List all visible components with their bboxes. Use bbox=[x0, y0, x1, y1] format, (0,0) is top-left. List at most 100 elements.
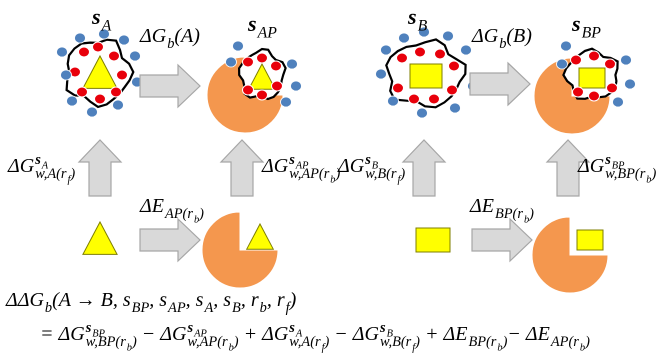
water-outside bbox=[620, 54, 632, 66]
math-text: ) bbox=[502, 334, 508, 350]
water-outside bbox=[398, 32, 410, 44]
math-text: ) bbox=[131, 334, 137, 350]
math-text: A bbox=[101, 18, 112, 35]
water-outside bbox=[66, 95, 78, 107]
water-inside bbox=[116, 69, 128, 81]
water-inside bbox=[270, 60, 282, 72]
math-text: BP bbox=[582, 25, 602, 42]
water-outside bbox=[460, 44, 472, 56]
math-text: AP bbox=[295, 160, 309, 171]
water-inside bbox=[392, 82, 404, 94]
water-outside bbox=[86, 106, 98, 118]
math-text: ΔG bbox=[58, 323, 86, 345]
triangle bbox=[82, 220, 118, 255]
square bbox=[576, 229, 604, 251]
math-text: BP(r bbox=[495, 206, 523, 222]
water-inside bbox=[434, 48, 446, 60]
math-text: − bbox=[507, 323, 526, 345]
math-text: B bbox=[372, 160, 379, 171]
math-text: s bbox=[288, 320, 295, 336]
math-text: s bbox=[123, 289, 131, 311]
math-text: b bbox=[580, 342, 585, 353]
math-text: b bbox=[499, 36, 506, 52]
water-inside bbox=[242, 84, 254, 96]
arrow bbox=[545, 139, 591, 197]
math-text: A bbox=[295, 328, 303, 339]
math-text: ΔG bbox=[337, 155, 365, 177]
math-text: w,B(r bbox=[380, 334, 412, 350]
water-outside bbox=[560, 40, 572, 52]
water-inside bbox=[271, 80, 283, 92]
math-text: ΔE bbox=[139, 195, 164, 217]
math-text: − bbox=[329, 323, 353, 345]
arrow bbox=[139, 63, 201, 109]
math-text: ΔG bbox=[7, 155, 35, 177]
math-text: AP(r bbox=[550, 334, 579, 350]
water-inside bbox=[76, 86, 88, 98]
math-text: − bbox=[137, 323, 161, 345]
water-inside bbox=[588, 50, 600, 62]
math-text: (A → B, bbox=[52, 289, 123, 311]
math-text: b bbox=[167, 36, 174, 52]
water-outside bbox=[416, 107, 428, 119]
arrow bbox=[77, 139, 123, 197]
square bbox=[415, 227, 451, 253]
math-text: f bbox=[68, 174, 73, 185]
water-outside bbox=[118, 34, 130, 46]
math-text: B bbox=[387, 328, 394, 339]
math-text: s bbox=[196, 289, 204, 311]
water-outside bbox=[624, 78, 636, 90]
math-text: b bbox=[260, 300, 267, 316]
math-text: s bbox=[407, 4, 417, 29]
math-text: b bbox=[524, 214, 529, 225]
square bbox=[409, 63, 443, 89]
water-inside bbox=[570, 54, 582, 66]
math-text: ) bbox=[584, 334, 590, 350]
pie bbox=[201, 211, 279, 289]
water-outside bbox=[387, 95, 399, 107]
math-text: BP bbox=[92, 328, 105, 339]
math-text: , bbox=[149, 289, 159, 311]
water-outside bbox=[418, 26, 430, 38]
water-outside bbox=[290, 80, 302, 92]
math-text: s bbox=[159, 289, 167, 311]
water-outside bbox=[225, 56, 237, 68]
math-text: ΔG bbox=[471, 25, 499, 47]
water-inside bbox=[448, 60, 460, 72]
water-outside bbox=[232, 40, 244, 52]
water-inside bbox=[242, 56, 254, 68]
arrow bbox=[469, 61, 531, 107]
water-outside bbox=[280, 96, 292, 108]
math-text: b bbox=[127, 342, 132, 353]
water-inside bbox=[408, 93, 420, 105]
water-inside bbox=[94, 93, 106, 105]
water-outside bbox=[56, 46, 68, 58]
math-text: B bbox=[232, 300, 241, 316]
math-text: ) bbox=[414, 334, 420, 350]
math-text: ) bbox=[323, 334, 329, 350]
water-inside bbox=[428, 93, 440, 105]
math-text: ΔE bbox=[525, 323, 550, 345]
water-outside bbox=[74, 32, 86, 44]
math-text: A bbox=[41, 160, 49, 171]
math-text: s bbox=[223, 289, 231, 311]
water-inside bbox=[588, 90, 600, 102]
math-text: w,A(r bbox=[289, 334, 321, 350]
math-text: B bbox=[418, 18, 428, 35]
math-text: , bbox=[213, 289, 223, 311]
water-outside bbox=[442, 30, 454, 42]
math-text: , bbox=[186, 289, 196, 311]
math-text: ΔE bbox=[469, 195, 494, 217]
math-text: ΔG bbox=[261, 323, 289, 345]
pie bbox=[533, 57, 611, 135]
square bbox=[578, 67, 606, 89]
water-inside bbox=[108, 50, 120, 62]
math-text: w,BP(r bbox=[605, 166, 646, 182]
math-text: w,AP(r bbox=[289, 166, 330, 182]
math-text: AP bbox=[193, 328, 207, 339]
math-text: w,B(r bbox=[365, 166, 397, 182]
water-outside bbox=[380, 44, 392, 56]
math-text: ΔE bbox=[442, 323, 467, 345]
math-text: b bbox=[646, 174, 651, 185]
math-text: w,BP(r bbox=[86, 334, 127, 350]
